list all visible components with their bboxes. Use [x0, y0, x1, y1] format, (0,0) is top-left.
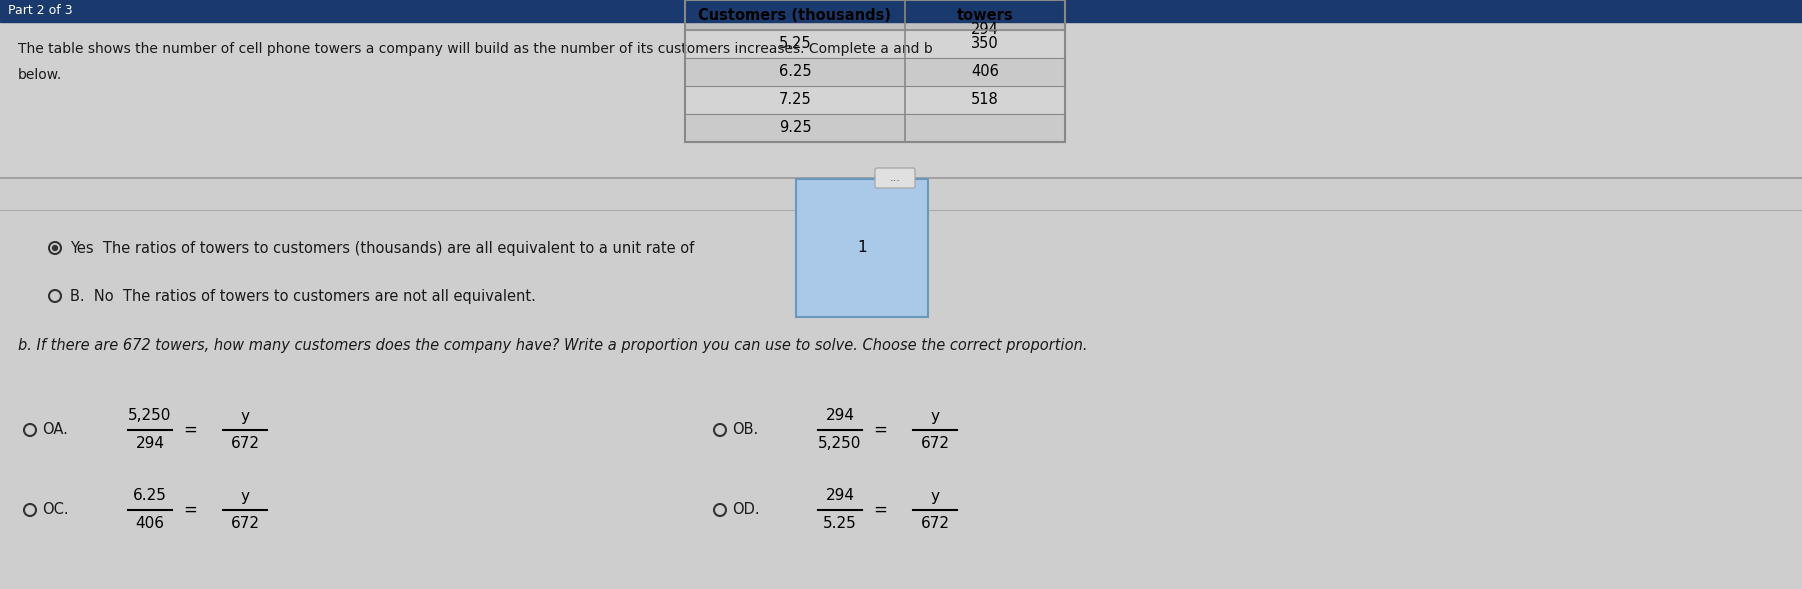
Text: Part 2 of 3: Part 2 of 3 [7, 5, 72, 18]
Text: 672: 672 [231, 436, 259, 452]
Text: 1: 1 [858, 240, 867, 256]
Text: 350: 350 [971, 37, 998, 51]
Text: Customers (thousands): Customers (thousands) [699, 8, 892, 22]
Text: OA.: OA. [41, 422, 68, 438]
Text: ...: ... [890, 173, 901, 183]
Text: y: y [930, 409, 939, 423]
Text: y: y [240, 409, 249, 423]
Bar [0, 22, 1802, 177]
Text: Yes  The ratios of towers to customers (thousands) are all equivalent to a unit : Yes The ratios of towers to customers (t… [70, 240, 694, 256]
Bar [0, 0, 1802, 22]
Text: =: = [872, 501, 887, 519]
Text: 406: 406 [971, 65, 998, 80]
Text: 6.25: 6.25 [778, 65, 811, 80]
Text: 5.25: 5.25 [824, 517, 858, 531]
Text: B.  No  The ratios of towers to customers are not all equivalent.: B. No The ratios of towers to customers … [70, 289, 535, 303]
Text: 518: 518 [971, 92, 998, 108]
Text: 9.25: 9.25 [778, 121, 811, 135]
Text: y: y [240, 488, 249, 504]
Text: =: = [872, 421, 887, 439]
Bar [0, 178, 1802, 589]
Text: 294: 294 [825, 488, 854, 504]
Text: 5,250: 5,250 [128, 409, 171, 423]
Bar [685, 0, 1065, 30]
Text: OD.: OD. [732, 502, 760, 518]
Text: =: = [184, 501, 196, 519]
Bar [685, 30, 1065, 58]
Text: 294: 294 [135, 436, 164, 452]
Text: towers: towers [957, 8, 1013, 22]
Text: 406: 406 [135, 517, 164, 531]
Bar [685, 0, 1065, 142]
Text: 294: 294 [825, 409, 854, 423]
FancyBboxPatch shape [876, 168, 915, 188]
Text: OB.: OB. [732, 422, 759, 438]
Text: 672: 672 [921, 436, 950, 452]
Text: 7.25: 7.25 [778, 92, 811, 108]
Text: b. If there are 672 towers, how many customers does the company have? Write a pr: b. If there are 672 towers, how many cus… [18, 338, 1087, 353]
Bar [685, 86, 1065, 114]
Text: OC.: OC. [41, 502, 68, 518]
Text: 672: 672 [231, 517, 259, 531]
Text: =: = [184, 421, 196, 439]
Text: 672: 672 [921, 517, 950, 531]
Bar [685, 58, 1065, 86]
Bar [685, 114, 1065, 142]
Text: 6.25: 6.25 [133, 488, 168, 504]
Text: The table shows the number of cell phone towers a company will build as the numb: The table shows the number of cell phone… [18, 42, 933, 56]
Circle shape [52, 246, 58, 250]
Text: 294: 294 [971, 22, 998, 37]
Text: 5,250: 5,250 [818, 436, 861, 452]
Text: 5.25: 5.25 [778, 37, 811, 51]
Text: below.: below. [18, 68, 63, 82]
Text: y: y [930, 488, 939, 504]
